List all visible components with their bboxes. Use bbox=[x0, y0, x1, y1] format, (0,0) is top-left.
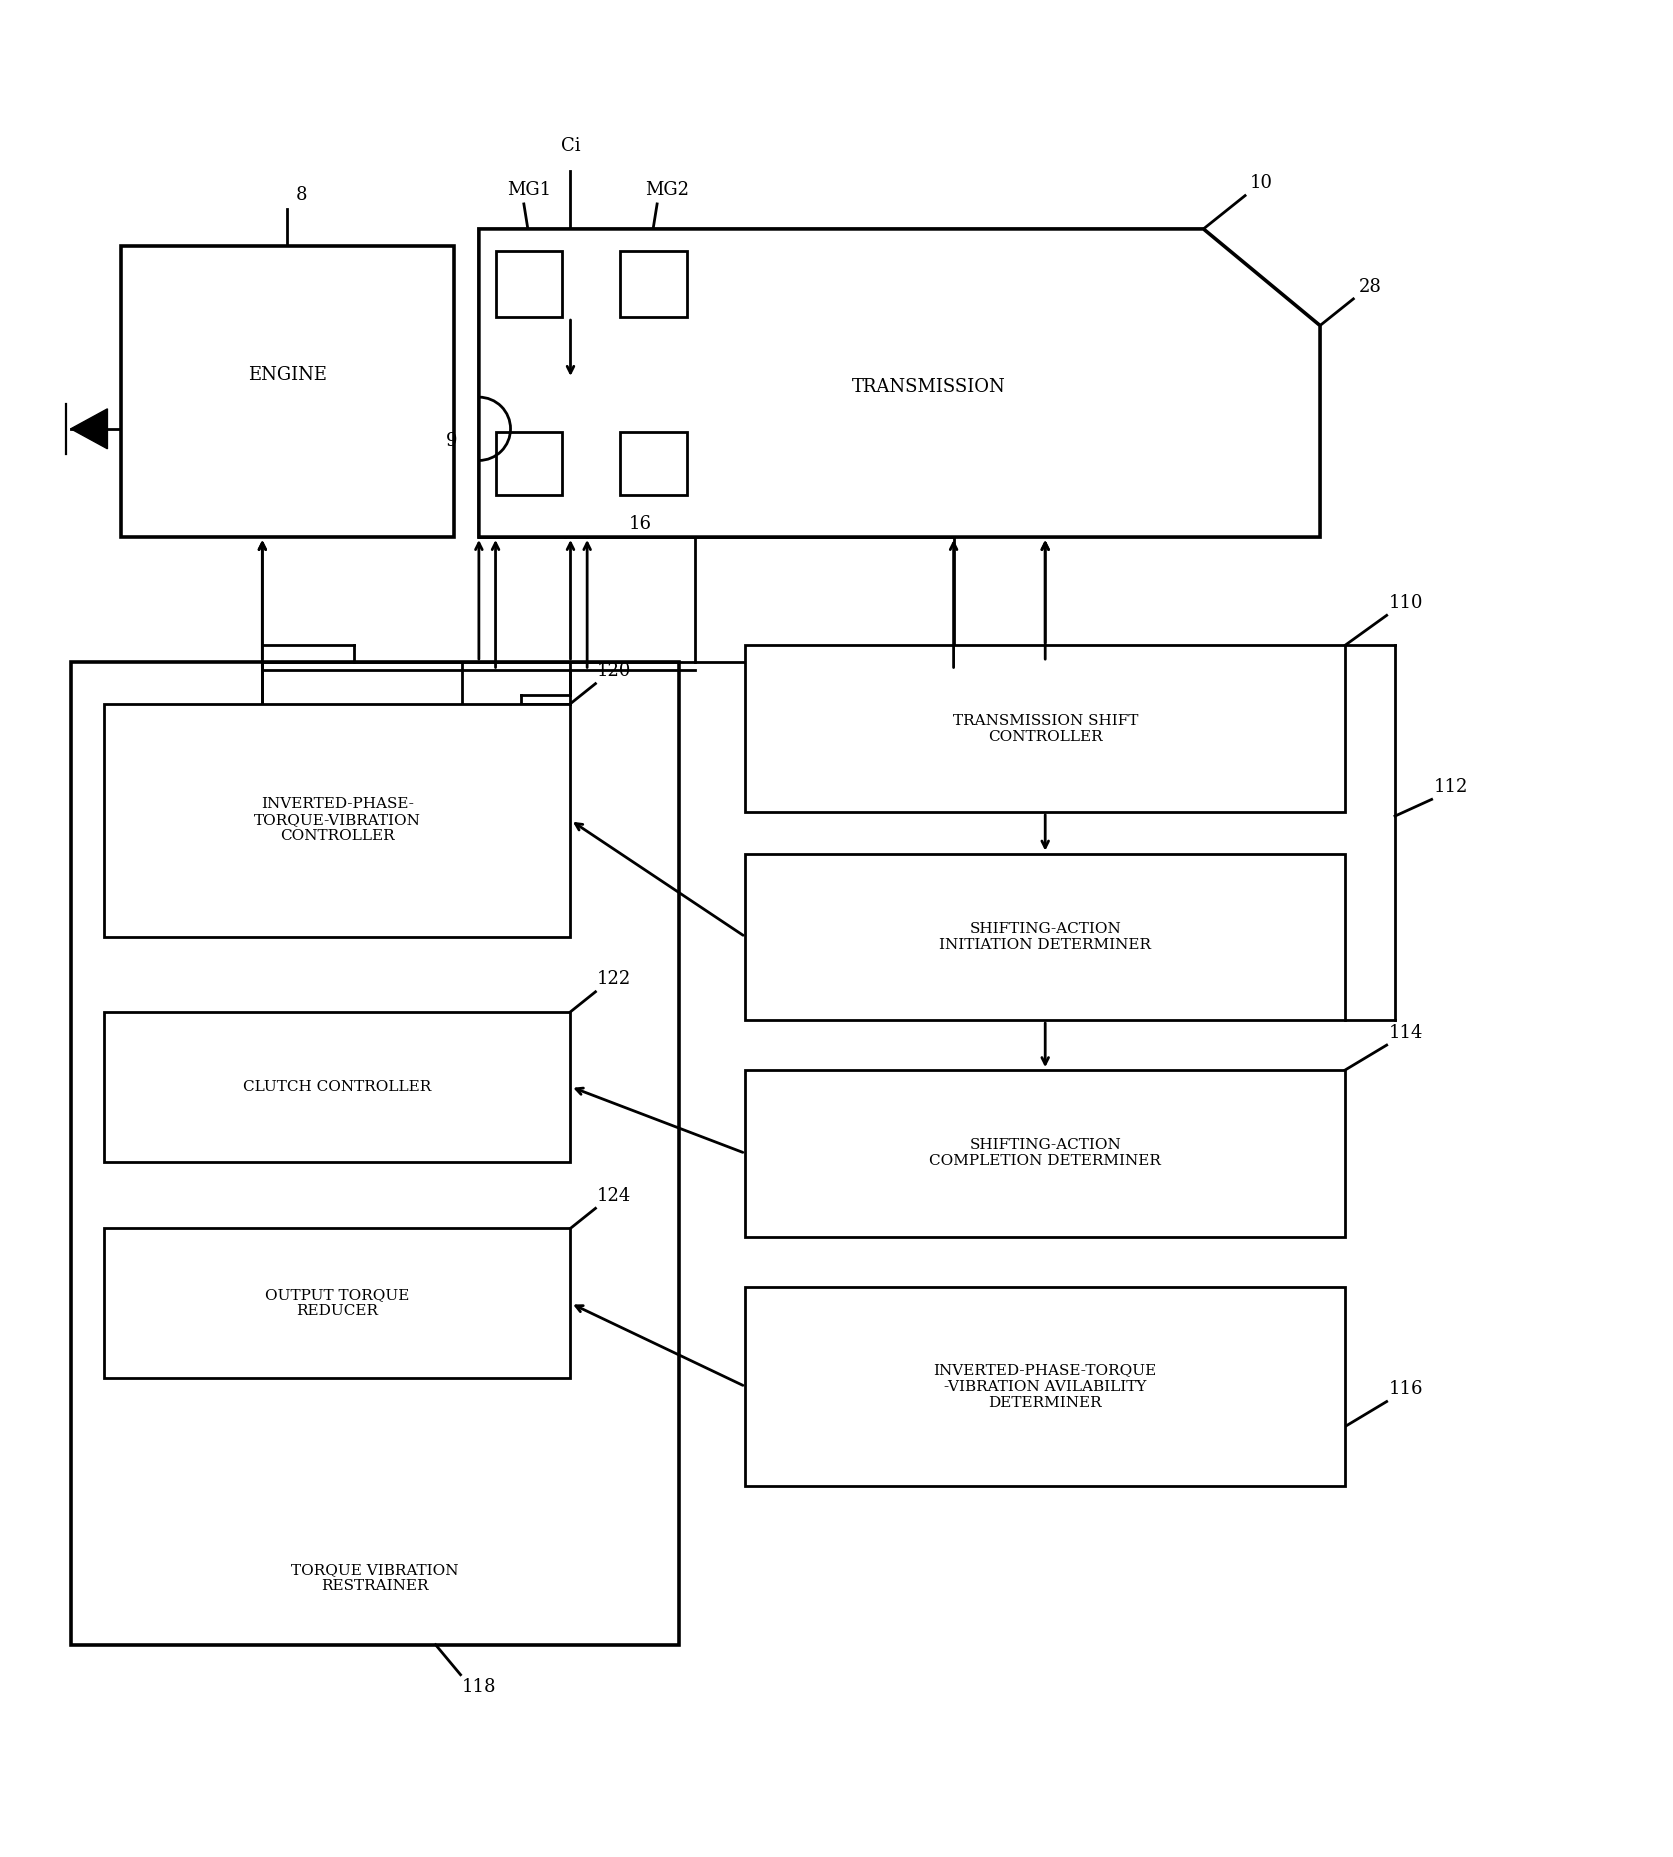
Text: 124: 124 bbox=[597, 1187, 631, 1205]
Polygon shape bbox=[478, 228, 1320, 537]
Bar bbox=[104, 1227, 570, 1378]
Text: 118: 118 bbox=[462, 1679, 497, 1695]
Text: MG1: MG1 bbox=[507, 180, 550, 199]
Text: 114: 114 bbox=[1387, 1023, 1422, 1042]
Polygon shape bbox=[70, 409, 107, 449]
Text: 112: 112 bbox=[1432, 778, 1467, 797]
Bar bbox=[744, 646, 1343, 812]
Text: INVERTED-PHASE-
TORQUE-VIBRATION
CONTROLLER: INVERTED-PHASE- TORQUE-VIBRATION CONTROL… bbox=[254, 797, 420, 843]
Text: 8: 8 bbox=[296, 186, 306, 204]
Text: TRANSMISSION SHIFT
CONTROLLER: TRANSMISSION SHIFT CONTROLLER bbox=[952, 713, 1138, 743]
Bar bbox=[495, 251, 562, 318]
Text: 116: 116 bbox=[1387, 1380, 1422, 1398]
Text: MG2: MG2 bbox=[646, 180, 689, 199]
Bar bbox=[104, 1012, 570, 1162]
Bar bbox=[621, 251, 686, 318]
Text: 9: 9 bbox=[445, 433, 457, 449]
Bar bbox=[104, 704, 570, 936]
Bar bbox=[621, 433, 686, 496]
Text: SHIFTING-ACTION
COMPLETION DETERMINER: SHIFTING-ACTION COMPLETION DETERMINER bbox=[929, 1138, 1161, 1168]
Text: OUTPUT TORQUE
REDUCER: OUTPUT TORQUE REDUCER bbox=[264, 1289, 410, 1318]
Text: 120: 120 bbox=[597, 663, 631, 680]
Text: INVERTED-PHASE-TORQUE
-VIBRATION AVILABILITY
DETERMINER: INVERTED-PHASE-TORQUE -VIBRATION AVILABI… bbox=[934, 1363, 1156, 1409]
Bar bbox=[744, 1070, 1343, 1237]
Bar bbox=[120, 245, 453, 537]
Text: 16: 16 bbox=[629, 516, 651, 533]
Text: ENGINE: ENGINE bbox=[248, 366, 326, 384]
Bar bbox=[744, 854, 1343, 1019]
Text: TRANSMISSION: TRANSMISSION bbox=[852, 379, 1005, 396]
Text: 10: 10 bbox=[1250, 175, 1273, 193]
Text: SHIFTING-ACTION
INITIATION DETERMINER: SHIFTING-ACTION INITIATION DETERMINER bbox=[939, 921, 1151, 953]
Text: 110: 110 bbox=[1387, 594, 1422, 613]
Text: 122: 122 bbox=[597, 971, 631, 988]
Bar bbox=[495, 433, 562, 496]
Text: 28: 28 bbox=[1357, 277, 1380, 295]
Bar bbox=[744, 1287, 1343, 1486]
Text: TORQUE VIBRATION
RESTRAINER: TORQUE VIBRATION RESTRAINER bbox=[291, 1564, 458, 1593]
Text: Ci: Ci bbox=[560, 137, 581, 154]
Bar bbox=[70, 661, 678, 1645]
Text: CLUTCH CONTROLLER: CLUTCH CONTROLLER bbox=[243, 1079, 432, 1094]
